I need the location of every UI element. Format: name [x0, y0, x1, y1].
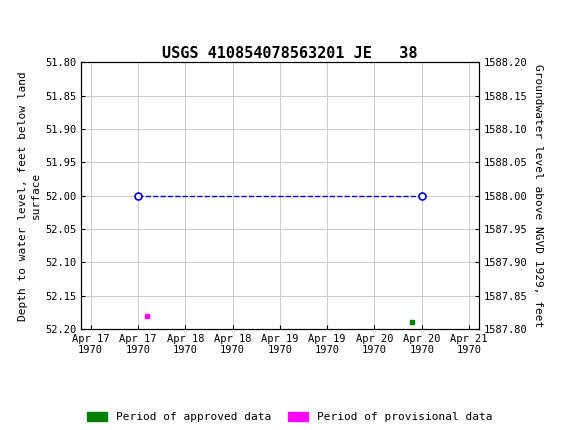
Y-axis label: Groundwater level above NGVD 1929, feet: Groundwater level above NGVD 1929, feet [532, 64, 543, 327]
Text: USGS: USGS [38, 9, 102, 29]
Y-axis label: Depth to water level, feet below land
surface: Depth to water level, feet below land su… [18, 71, 41, 320]
Bar [3, 2, 38, 38]
Text: USGS 410854078563201 JE   38: USGS 410854078563201 JE 38 [162, 46, 418, 61]
Legend: Period of approved data, Period of provisional data: Period of approved data, Period of provi… [88, 412, 492, 422]
